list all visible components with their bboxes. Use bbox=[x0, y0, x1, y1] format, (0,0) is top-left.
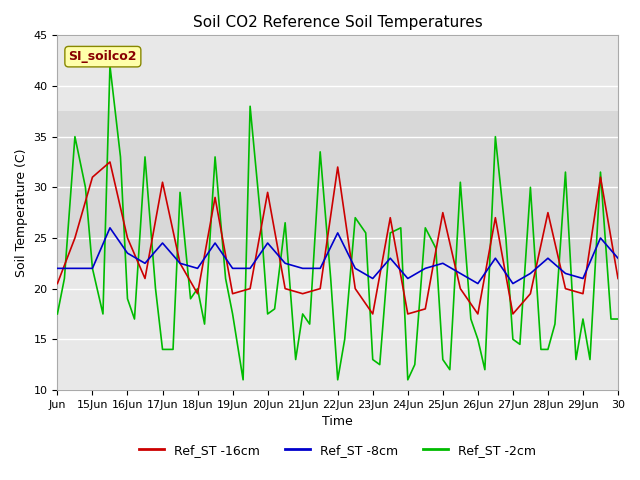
Legend: Ref_ST -16cm, Ref_ST -8cm, Ref_ST -2cm: Ref_ST -16cm, Ref_ST -8cm, Ref_ST -2cm bbox=[134, 439, 541, 462]
Text: SI_soilco2: SI_soilco2 bbox=[68, 50, 137, 63]
Title: Soil CO2 Reference Soil Temperatures: Soil CO2 Reference Soil Temperatures bbox=[193, 15, 483, 30]
X-axis label: Time: Time bbox=[323, 415, 353, 428]
Y-axis label: Soil Temperature (C): Soil Temperature (C) bbox=[15, 148, 28, 277]
Bar bbox=[58, 111, 618, 264]
